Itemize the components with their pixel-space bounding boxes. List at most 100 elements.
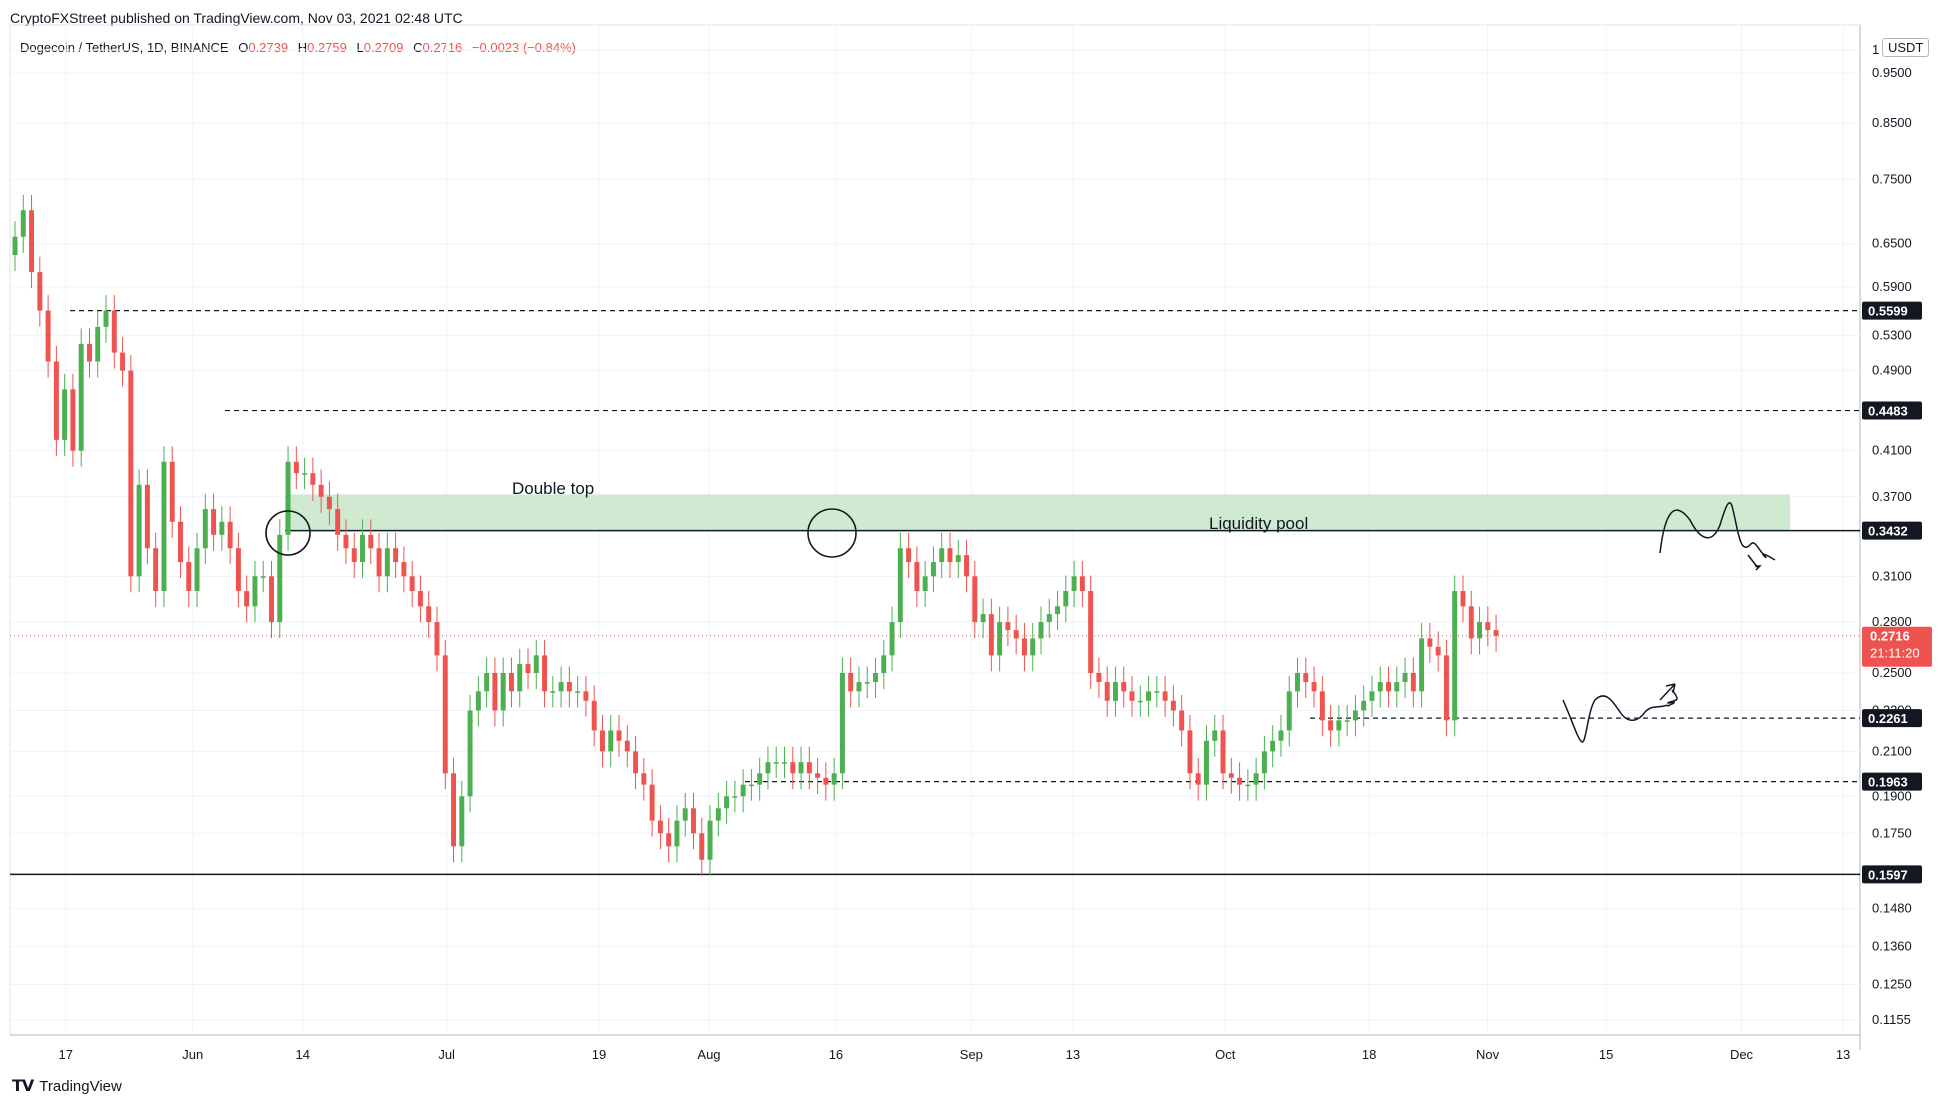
high-value: 0.2759 [307, 40, 347, 55]
candle-body [1493, 630, 1499, 636]
candle-body [442, 655, 448, 774]
time-tick-label: Jun [182, 1047, 203, 1062]
time-tick-label: 16 [829, 1047, 843, 1062]
candle-body [649, 784, 655, 821]
candle-body [1220, 730, 1226, 774]
candle-body [1046, 614, 1052, 623]
candle-body [1212, 730, 1218, 741]
double-top-circle-1 [265, 510, 311, 556]
candle-body [641, 773, 647, 785]
candle-body [1435, 646, 1441, 656]
candle-body [972, 576, 978, 623]
projection-arrow-upper [1747, 554, 1762, 571]
price-tick-label: 0.6500 [1872, 236, 1912, 251]
candle-body [484, 672, 490, 692]
candle-body [1377, 682, 1383, 692]
candle-body [1112, 682, 1118, 701]
candle-body [790, 762, 796, 774]
candle-body [525, 664, 531, 673]
currency-badge[interactable]: USDT [1882, 38, 1930, 57]
candle-body [839, 672, 845, 774]
candle-body [947, 548, 953, 563]
candle-body [62, 389, 68, 440]
candle-body [70, 389, 76, 451]
candle-body [1038, 622, 1044, 639]
candle-body [136, 484, 142, 577]
candle-body [1021, 638, 1027, 656]
candle-body [1460, 591, 1466, 607]
price-tick-label: 0.1750 [1872, 825, 1912, 840]
candle-body [831, 773, 837, 785]
candle-body [657, 820, 663, 834]
candle-body [1063, 591, 1069, 607]
candle-body [616, 730, 622, 741]
candle-body [384, 548, 390, 577]
candle-body [202, 509, 208, 549]
candle-body [864, 682, 870, 684]
close-label: C [413, 40, 423, 55]
candle-body [707, 820, 713, 860]
open-label: O [238, 40, 249, 55]
candle-body [1013, 630, 1019, 639]
candle-body [235, 548, 241, 592]
candle-body [873, 672, 878, 683]
candle-body [1162, 691, 1168, 701]
candle-body [1179, 710, 1185, 731]
candle-body [575, 691, 581, 693]
candle-body [467, 710, 473, 797]
candle-body [1129, 691, 1135, 701]
candle-body [1146, 691, 1152, 701]
candle-body [1303, 672, 1309, 683]
candle-body [1245, 784, 1251, 787]
time-tick-label: Nov [1476, 1047, 1500, 1062]
price-axis: 1 0.9500 0.8500 0.7500 0.6500 0.5900 0.5300 0.4… [1872, 42, 1912, 1027]
candle-body [1319, 691, 1325, 721]
candle-body [1336, 720, 1342, 731]
candle-body [591, 700, 597, 731]
level-badge-label: 0.3432 [1868, 524, 1908, 539]
candle-body [748, 784, 754, 787]
candle-body [351, 548, 357, 563]
candle-body [1443, 655, 1449, 721]
time-tick-label: 13 [1066, 1047, 1080, 1062]
tradingview-logo-icon: 𝗧𝗩 [12, 1078, 34, 1095]
candle-body [426, 606, 432, 623]
candle-body [1203, 740, 1209, 785]
price-tick-label: 0.1155 [1872, 1012, 1911, 1027]
candle-body [86, 343, 92, 362]
candle-body [1071, 576, 1077, 592]
candles [12, 194, 1499, 876]
time-tick-label: 17 [59, 1047, 73, 1062]
candle-body [1485, 622, 1491, 631]
candle-body [757, 773, 763, 785]
candle-body [740, 784, 746, 797]
candle-body [492, 672, 498, 711]
candle-body [773, 762, 779, 764]
candle-body [848, 672, 854, 692]
candle-body [715, 808, 721, 821]
liquidity-pool-zone [285, 494, 1790, 531]
time-tick-label: 19 [592, 1047, 606, 1062]
candle-body [376, 548, 382, 577]
candle-body [699, 833, 705, 860]
candle-body [815, 773, 821, 778]
liquidity-pool-label: Liquidity pool [1209, 514, 1308, 533]
candle-body [53, 361, 59, 440]
time-axis: 17 Jun 14 Jul 19 Aug 16 Sep 13 Oct 18 Nov 15 Dec 13 [59, 1047, 1851, 1062]
candle-body [666, 833, 672, 847]
candle-body [1328, 720, 1334, 731]
candle-body [881, 655, 887, 673]
time-tick-label: 14 [296, 1047, 310, 1062]
candle-body [558, 682, 564, 692]
candle-body [1088, 591, 1094, 673]
time-tick-label: Oct [1215, 1047, 1236, 1062]
candle-body [1352, 710, 1358, 721]
candle-body [782, 762, 787, 764]
candle-body [194, 548, 200, 592]
candle-body [550, 691, 556, 693]
candle-body [343, 534, 349, 549]
candle-body [475, 691, 481, 711]
tradingview-brand[interactable]: 𝗧𝗩 TradingView [12, 1076, 122, 1096]
candle-body [318, 484, 324, 497]
